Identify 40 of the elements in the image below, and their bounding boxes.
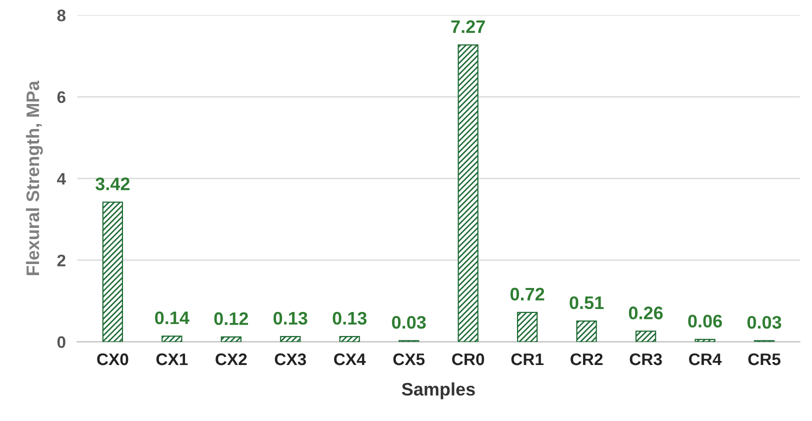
data-label: 7.27 (451, 20, 485, 33)
y-tick-label: 6 (57, 91, 66, 104)
x-tick-label: CX2 (216, 353, 247, 366)
data-label: 0.13 (274, 312, 308, 325)
x-tick-label: CR1 (511, 353, 544, 366)
bar (517, 312, 538, 342)
x-tick-label: CR3 (630, 353, 662, 366)
y-axis-title: Flexural Strength, MPa (26, 80, 43, 276)
y-tick-label: 4 (57, 173, 66, 185)
data-label: 0.03 (747, 316, 782, 329)
y-tick-label: 2 (57, 254, 66, 266)
data-label: 0.13 (332, 312, 367, 325)
x-tick-label: CR4 (689, 353, 722, 366)
y-tick-label: 8 (57, 10, 66, 22)
data-label: 3.42 (96, 178, 130, 190)
bar (576, 320, 597, 342)
data-label: 0.51 (570, 296, 604, 310)
x-tick-label: CX0 (97, 353, 128, 366)
x-tick-label: CR5 (748, 353, 780, 366)
data-label: 0.26 (628, 306, 663, 320)
bar (280, 336, 301, 342)
x-tick-label: CX1 (156, 353, 188, 366)
bar (635, 330, 656, 342)
x-tick-label: CX3 (274, 353, 306, 366)
x-axis-title: Samples (402, 382, 475, 400)
y-tick-label: 0 (57, 336, 66, 348)
data-label: 0.14 (155, 311, 190, 324)
bar (162, 336, 182, 342)
bar (220, 336, 242, 342)
data-label: 0.12 (214, 312, 248, 326)
data-label: 0.06 (688, 314, 722, 328)
bar (458, 44, 478, 342)
x-tick-label: CX5 (393, 353, 425, 366)
bar (339, 336, 360, 342)
x-tick-label: CX4 (334, 353, 366, 366)
data-label: 0.03 (392, 316, 426, 329)
x-tick-label: CR2 (570, 353, 603, 366)
x-tick-label: CR0 (452, 353, 484, 366)
bar (102, 202, 124, 342)
data-label: 0.72 (510, 288, 544, 301)
